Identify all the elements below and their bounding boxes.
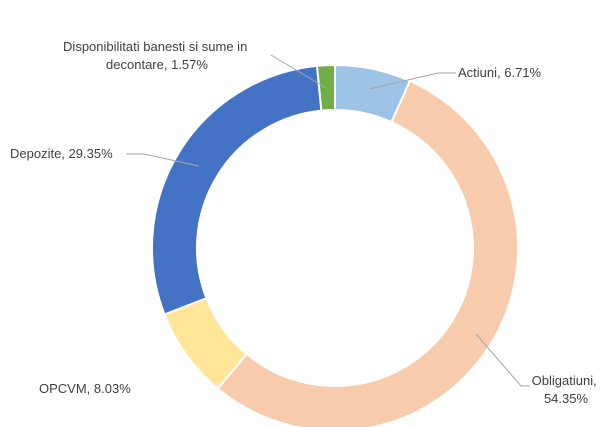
leader-lines	[126, 54, 530, 387]
data-label-depozite: Depozite, 29.35%	[10, 146, 113, 161]
data-label-obligatiuni: Obligatiuni, 54.35%	[532, 373, 601, 406]
data-label-disponibilitati: Disponibilitati banesti si sume in decon…	[63, 39, 251, 72]
doughnut-slices	[151, 63, 519, 427]
data-label-actiuni: Actiuni, 6.71%	[458, 65, 542, 80]
leader-line-actiuni	[368, 72, 456, 90]
slice-obligatiuni	[216, 79, 519, 427]
data-label-opcvm: OPCVM, 8.03%	[39, 381, 131, 396]
leader-line-obligatiuni	[475, 333, 530, 387]
data-labels: Actiuni, 6.71% Obligatiuni, 54.35% OPCVM…	[10, 39, 601, 406]
leader-line-depozite	[126, 153, 200, 167]
slice-depozite	[151, 64, 323, 316]
leader-line-disponibilitati	[270, 54, 327, 89]
